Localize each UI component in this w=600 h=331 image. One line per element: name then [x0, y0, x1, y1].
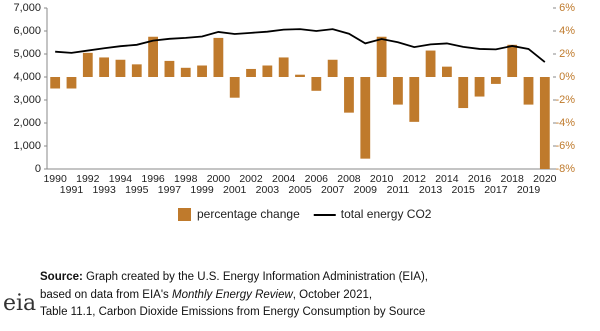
line [55, 28, 546, 63]
x-tick-label: 1997 [158, 184, 182, 196]
bar [66, 77, 77, 89]
y2-tick-label: -2% [555, 94, 575, 106]
bar [507, 44, 518, 77]
y-tick-label: 1,000 [13, 140, 41, 152]
x-tick-label: 2014 [435, 173, 459, 185]
x-tick-label: 2002 [239, 173, 263, 185]
bar [148, 36, 158, 77]
bar [229, 77, 240, 98]
source-text: Graph created by the U.S. Energy Informa… [86, 271, 428, 283]
x-tick-label: 2004 [272, 173, 296, 185]
source-label: Source: [40, 271, 83, 283]
x-tick-label: 2007 [321, 184, 345, 196]
x-tick-label: 2010 [370, 173, 394, 185]
y2-tick-label: -8% [555, 163, 575, 175]
x-tick-label: 2005 [288, 184, 312, 196]
y-tick-label: 5,000 [13, 48, 41, 60]
bar [278, 57, 289, 77]
x-tick-label: 2008 [337, 173, 361, 185]
bar [327, 59, 338, 77]
x-tick-label: 2003 [256, 184, 280, 196]
bar [115, 59, 126, 77]
x-tick-label: 2012 [403, 173, 427, 185]
x-tick-label: 1990 [43, 173, 67, 185]
bar [360, 77, 371, 159]
bar [523, 77, 534, 105]
bar [82, 52, 93, 77]
y-tick-label: 3,000 [13, 94, 41, 106]
y-tick-label: 6,000 [13, 25, 41, 37]
x-tick-label: 2016 [468, 173, 492, 185]
x-tick-label: 1996 [141, 173, 165, 185]
x-tick-label: 2020 [533, 173, 557, 185]
y-tick-label: 7,000 [13, 2, 41, 14]
x-tick-label: 2006 [305, 173, 329, 185]
source-text: based on data from EIA's [40, 289, 169, 301]
logo: eia [3, 291, 36, 316]
legend-swatch [178, 208, 191, 221]
x-tick-label: 2011 [387, 184, 410, 196]
bar [295, 74, 305, 77]
y-tick-label: 2,000 [13, 117, 41, 129]
bar [131, 64, 142, 77]
bar [311, 77, 322, 91]
bar [50, 77, 61, 89]
x-tick-label: 1992 [76, 173, 100, 185]
bar [344, 77, 354, 113]
x-tick-label: 1993 [92, 184, 116, 196]
x-tick-label: 1991 [60, 184, 84, 196]
y-tick-label: 4,000 [13, 71, 41, 83]
legend-label: percentage change [197, 207, 300, 221]
x-tick-label: 2019 [517, 184, 541, 196]
bar [442, 66, 452, 77]
x-tick-label: 1998 [174, 173, 198, 185]
bar [164, 60, 175, 77]
bar [539, 77, 550, 169]
y2-tick-label: 4% [559, 25, 575, 37]
bar [474, 77, 485, 97]
x-tick-label: 1994 [109, 173, 133, 185]
y2-tick-label: -6% [555, 140, 575, 152]
source-line: Table 11.1, Carbon Dioxide Emissions fro… [40, 306, 425, 318]
bar [262, 65, 273, 77]
source-text: , October 2021, [293, 289, 372, 301]
bar [197, 65, 207, 77]
bar [99, 57, 110, 77]
bar [376, 36, 387, 77]
bar [393, 77, 403, 105]
bar [180, 67, 191, 77]
source-line: based on data from EIA's Monthly Energy … [40, 289, 372, 301]
x-tick-label: 2000 [207, 173, 231, 185]
legend-label: total energy CO2 [341, 207, 432, 221]
x-tick-label: 2017 [484, 184, 508, 196]
y2-tick-label: 6% [559, 2, 575, 14]
x-tick-label: 2013 [419, 184, 443, 196]
x-tick-label: 1999 [190, 184, 214, 196]
bar [490, 77, 501, 84]
y2-tick-label: -4% [555, 117, 575, 129]
y-tick-label: 0 [35, 163, 41, 175]
y2-tick-label: 0% [559, 71, 575, 83]
bar [213, 37, 224, 77]
bar [458, 77, 469, 109]
bar [246, 68, 256, 77]
x-tick-label: 2018 [501, 173, 525, 185]
bar [409, 77, 420, 122]
x-tick-label: 2009 [354, 184, 378, 196]
source-line: Source: Graph created by the U.S. Energy… [40, 271, 428, 283]
y2-tick-label: 2% [559, 48, 575, 60]
x-tick-label: 2001 [223, 184, 247, 196]
x-tick-label: 1995 [125, 184, 149, 196]
source-text: Monthly Energy Review [172, 289, 293, 301]
x-tick-label: 2015 [452, 184, 476, 196]
bar [425, 50, 436, 77]
